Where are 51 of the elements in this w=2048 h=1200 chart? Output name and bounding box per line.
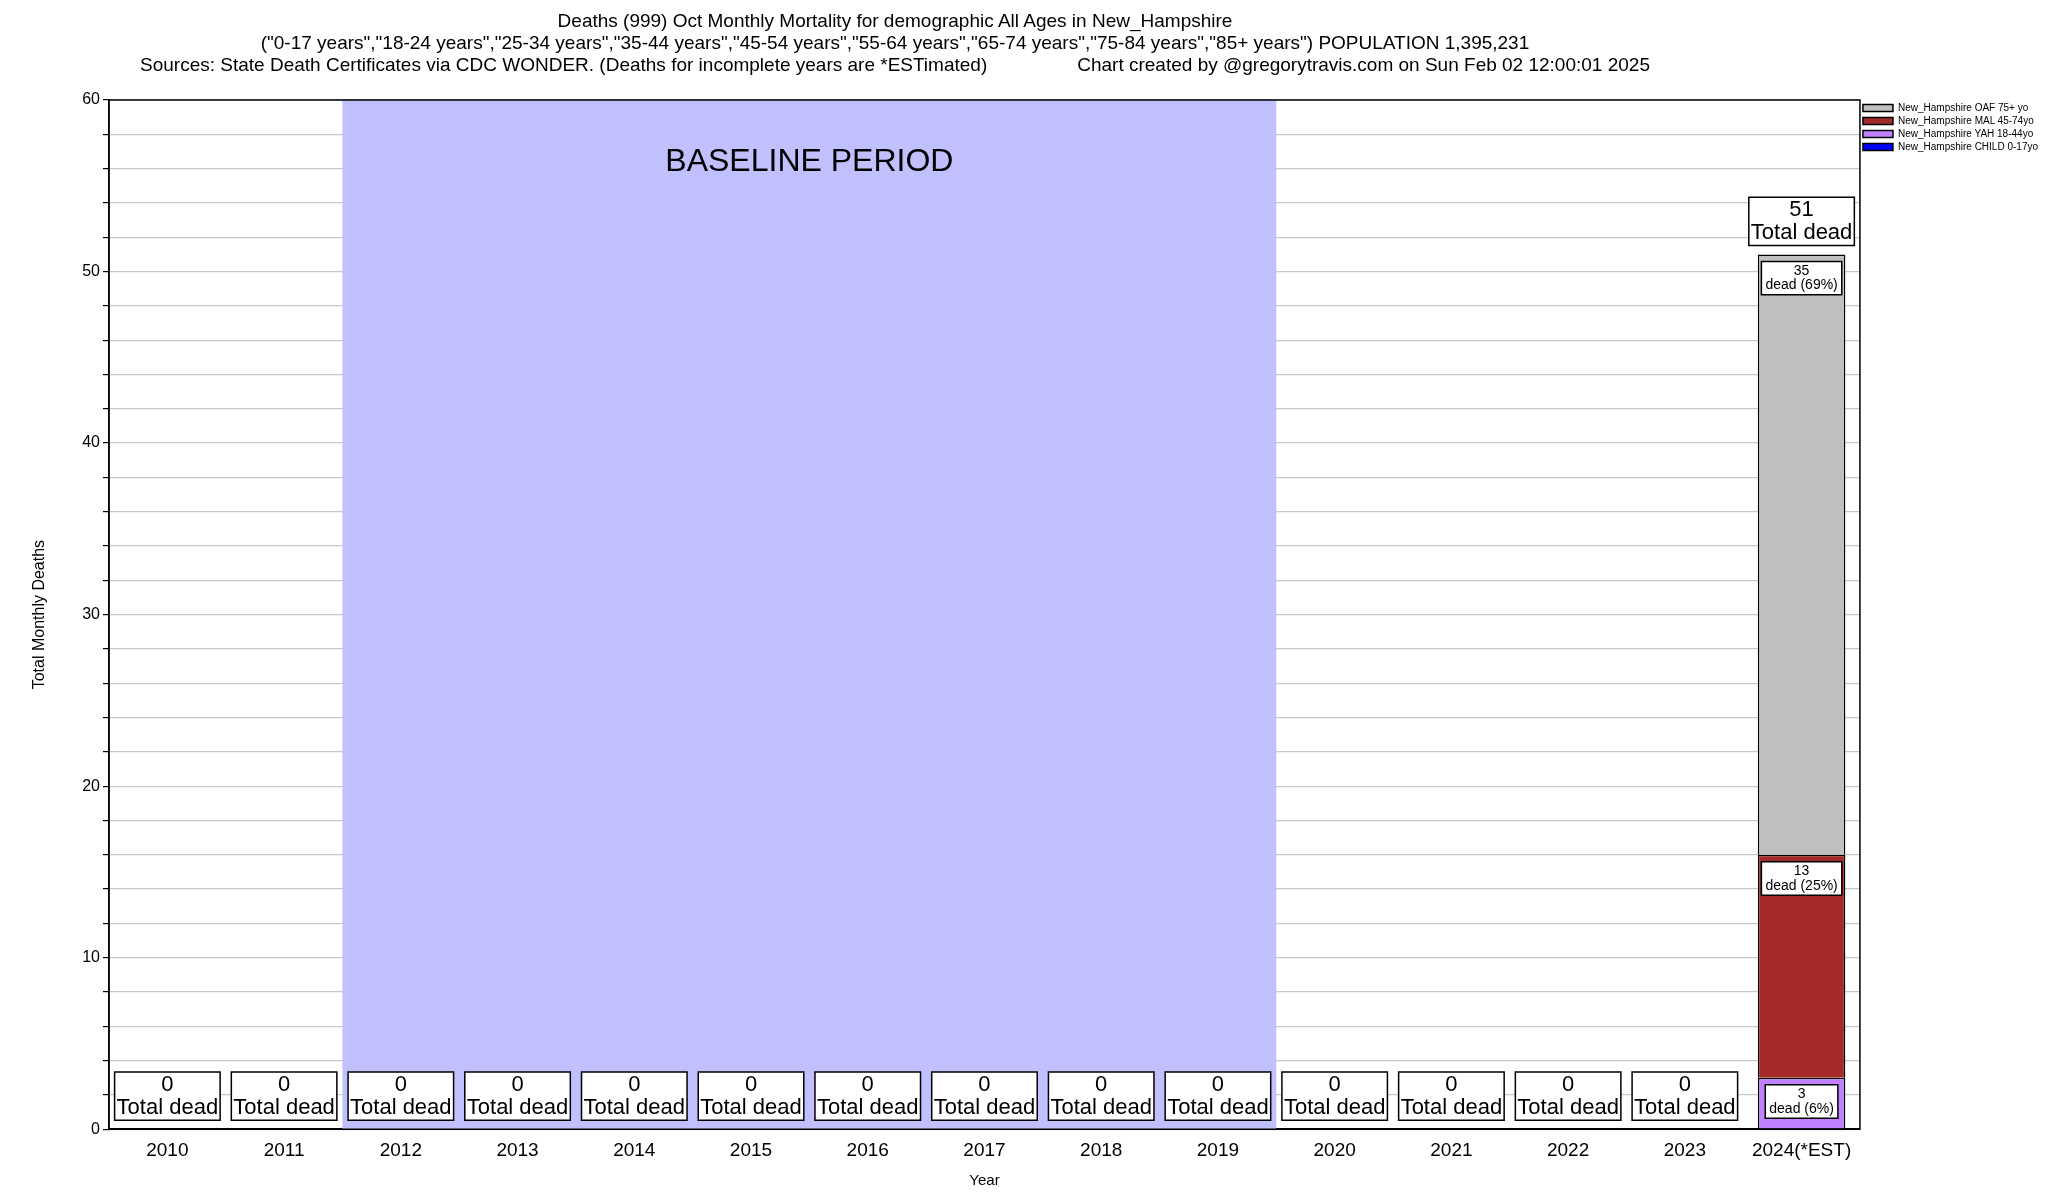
- x-tick-label: 2022: [1546, 1138, 1590, 1160]
- total-label: 0 Total dead: [583, 1070, 686, 1119]
- total-label: 0 Total dead: [1517, 1070, 1619, 1119]
- y-tick-label: 0: [91, 1119, 101, 1137]
- data-label: 13 dead (25%): [1765, 861, 1838, 893]
- y-tick-label: 10: [82, 948, 101, 966]
- legend-label: New_Hampshire MAL 45-74yo: [1897, 114, 2035, 126]
- total-label: 0 Total dead: [1050, 1070, 1152, 1119]
- chart-title: Deaths (999) Oct Monthly Mortality for demographic All Ages in New_Hampshire: [556, 10, 1234, 32]
- y-tick-label: 30: [82, 605, 101, 623]
- total-label: 0 Total dead: [116, 1070, 219, 1119]
- y-tick-label: 60: [82, 90, 101, 108]
- band-label: BASELINE PERIOD: [665, 141, 954, 178]
- x-tick-label: 2013: [496, 1138, 539, 1160]
- y-tick-label: 40: [82, 433, 101, 451]
- x-tick-label: 2021: [1430, 1138, 1473, 1160]
- x-tick-label: 2024(*EST): [1751, 1138, 1852, 1160]
- total-label: 0 Total dead: [350, 1070, 452, 1119]
- x-tick-label: 2014: [613, 1138, 656, 1160]
- legend-label: New_Hampshire CHILD 0-17yo: [1897, 140, 2039, 152]
- x-tick-label: 2018: [1080, 1138, 1123, 1160]
- total-label: 0 Total dead: [1634, 1070, 1736, 1119]
- legend-label: New_Hampshire YAH 18-44yo: [1897, 127, 2034, 139]
- source-note: Sources: State Death Certificates via CDC WONDER. (Deaths for incomplete years are *ESTimated): [140, 54, 988, 76]
- total-label: 0 Total dead: [1283, 1070, 1386, 1119]
- total-label: 0 Total dead: [933, 1070, 1036, 1119]
- total-label: 0 Total dead: [700, 1070, 802, 1119]
- text: Chart created by @gregorytravis.com on Sun Feb 02 12:00:01 2025: [1077, 54, 1650, 76]
- x-tick-label: 2016: [846, 1138, 889, 1160]
- legend-label: New_Hampshire OAF 75+ yo: [1897, 101, 2029, 113]
- total-label: 51 Total dead: [1750, 195, 1853, 244]
- x-tick-label: 2015: [729, 1138, 773, 1160]
- x-tick-label: 2023: [1663, 1138, 1706, 1160]
- total-label: 0 Total dead: [466, 1070, 569, 1119]
- y-tick-label: 50: [82, 261, 101, 279]
- y-tick-label: 20: [82, 776, 101, 794]
- total-label: 0 Total dead: [1400, 1070, 1503, 1119]
- chart-subtitle: ("0-17 years","18-24 years","25-34 years","35-44 years","45-54 years","55-64 years","65-74 years","75-84 years","85+ years") POPULATION 1,395,231: [259, 32, 1531, 54]
- y-axis-title: Total Monthly Deaths: [30, 539, 48, 690]
- x-tick-label: 2011: [263, 1138, 305, 1160]
- x-axis-title: Year: [969, 1171, 1000, 1189]
- data-label: 35 dead (69%): [1765, 261, 1838, 293]
- x-tick-label: 2019: [1196, 1138, 1240, 1160]
- total-label: 0 Total dead: [816, 1070, 919, 1119]
- total-label: 0 Total dead: [233, 1070, 335, 1119]
- data-label: 3 dead (6%): [1769, 1084, 1834, 1116]
- x-tick-label: 2010: [146, 1138, 189, 1160]
- x-tick-label: 2012: [379, 1138, 422, 1160]
- x-tick-label: 2017: [963, 1138, 1006, 1160]
- total-label: 0 Total dead: [1167, 1070, 1269, 1119]
- x-tick-label: 2020: [1313, 1138, 1356, 1160]
